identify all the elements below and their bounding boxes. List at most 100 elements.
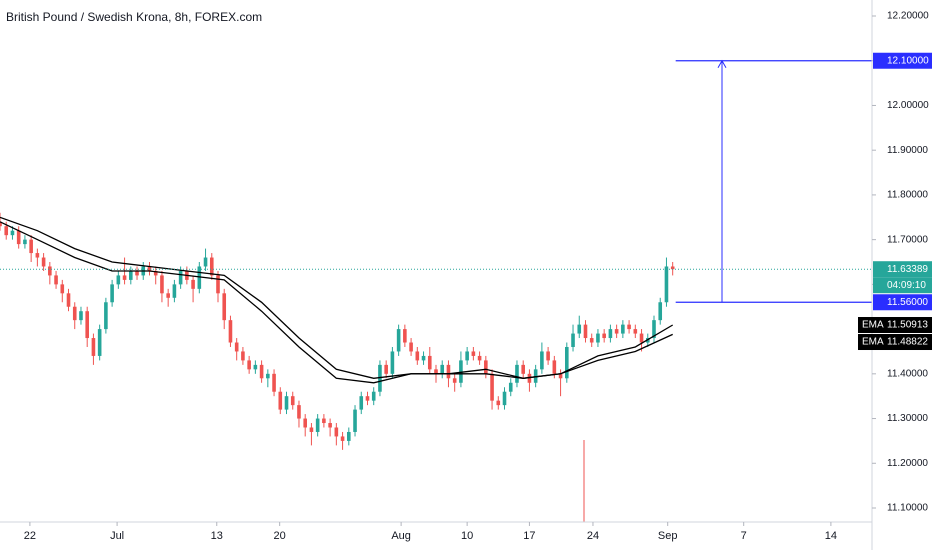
candle-body [396, 329, 401, 352]
x-tick-label: 24 [587, 530, 599, 542]
candle-body [515, 364, 519, 383]
candle-body [589, 338, 594, 343]
candle-body [614, 329, 619, 334]
candle-body [496, 400, 501, 406]
candle-body [627, 324, 631, 330]
y-tick-label: 11.30000 [887, 413, 928, 424]
candle-body [427, 355, 432, 370]
candle-body [571, 333, 575, 347]
x-tick-label: 13 [211, 530, 223, 542]
target-price-label: 12.10000 [887, 55, 929, 66]
ema-line [0, 221, 673, 384]
candle-body [465, 351, 469, 361]
candle-body [153, 270, 158, 276]
ema-name: EMA [862, 320, 884, 331]
candle-body [652, 320, 656, 339]
candle-body [353, 409, 357, 432]
candle-body [484, 360, 488, 374]
candle-body [440, 364, 445, 374]
candle-body [85, 311, 89, 339]
candle-body [365, 396, 370, 401]
target-price-label-box [873, 52, 932, 69]
ema-value: 11.50913 [887, 320, 928, 331]
candle-body [66, 293, 71, 307]
candle-body [502, 391, 507, 406]
plot-area [0, 59, 872, 450]
candle-body [390, 351, 395, 374]
countdown: 04:09:10 [887, 280, 926, 291]
candle-body [583, 324, 588, 339]
countdown-box [873, 277, 932, 294]
candle-body [639, 333, 644, 343]
candle-body [266, 373, 270, 379]
candle-body [29, 239, 33, 254]
candle-body [172, 284, 177, 298]
last-price-label-box [873, 261, 932, 278]
candle-body [253, 364, 258, 370]
candle-body [48, 266, 52, 276]
x-tick-label: Aug [391, 530, 411, 542]
candle-body [290, 396, 295, 406]
candle-body [533, 369, 538, 383]
candle-body [477, 355, 482, 361]
candle-body [459, 360, 463, 383]
candle-body [315, 418, 320, 432]
candle-body [596, 333, 600, 343]
x-tick-label: 17 [523, 530, 535, 542]
x-tick-label: 10 [461, 530, 473, 542]
candle-body [284, 396, 289, 410]
candle-body [546, 351, 550, 361]
candle-body [540, 351, 544, 370]
candle-body [216, 275, 220, 294]
last-price-label: 11.63389 [887, 264, 928, 275]
candle-body [471, 351, 476, 356]
candle-body [54, 275, 58, 285]
y-tick-label: 11.90000 [887, 145, 928, 156]
candle-body [371, 391, 376, 401]
candle-body [664, 266, 669, 303]
candle-body [278, 391, 283, 410]
candle-body [434, 369, 438, 374]
candle-body [490, 373, 494, 401]
candle-body [79, 311, 83, 321]
x-tick-label: 22 [24, 530, 36, 542]
candle-body [446, 364, 451, 379]
candle-body [91, 338, 96, 356]
y-tick-label: 11.20000 [887, 458, 928, 469]
candle-body [670, 266, 675, 270]
candle-body [558, 373, 563, 379]
candle-body [110, 284, 114, 303]
candle-body [234, 342, 239, 352]
chart-title: British Pound / Swedish Krona, 8h, FOREX… [6, 10, 262, 24]
y-tick-label: 11.70000 [887, 234, 928, 245]
candle-body [97, 329, 102, 356]
candle-body [178, 270, 183, 285]
candle-body [552, 360, 557, 374]
candle-body [309, 427, 314, 432]
candle-body [41, 257, 46, 267]
candle-body [203, 257, 208, 267]
x-tick-label: 20 [274, 530, 286, 542]
y-tick-label: 12.00000 [887, 100, 929, 111]
candle-body [565, 346, 569, 379]
candle-body [209, 257, 214, 276]
candle-body [60, 284, 65, 294]
candle-body [135, 270, 139, 276]
candle-body [452, 378, 457, 383]
candle-body [272, 373, 276, 392]
candle-body [241, 351, 245, 361]
candle-body [527, 373, 532, 383]
entry-price-label: 11.56000 [887, 297, 928, 308]
candle-body [421, 355, 426, 361]
candle-body [384, 364, 388, 374]
candle-body [334, 427, 339, 437]
candle-body [116, 275, 121, 285]
candle-body [322, 418, 326, 424]
arrow-head [717, 59, 727, 68]
candle-body [4, 226, 9, 236]
candle-body [104, 302, 108, 330]
y-tick-label: 11.40000 [887, 368, 928, 379]
y-tick-label: 11.10000 [887, 503, 928, 514]
